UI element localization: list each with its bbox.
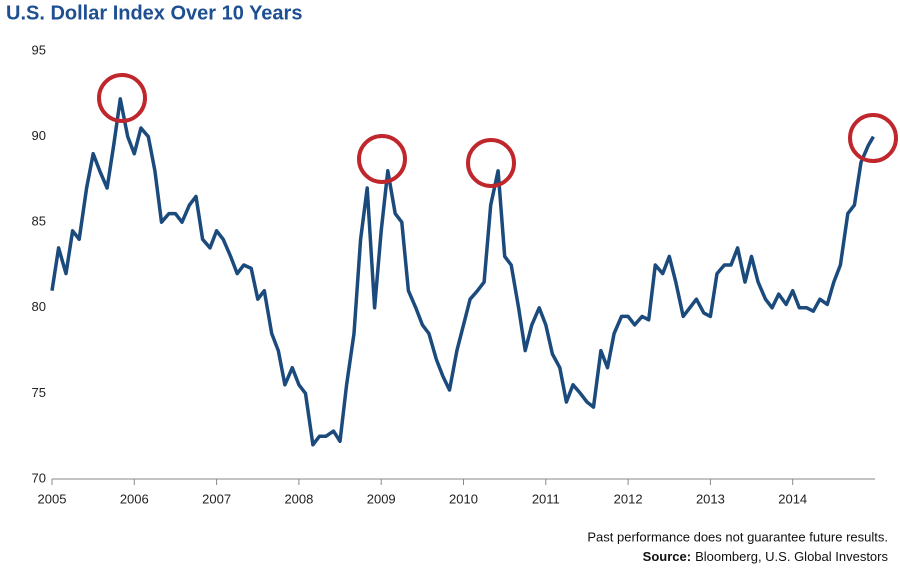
x-tick-label: 2006 — [120, 491, 149, 506]
highlight-circle — [97, 73, 147, 123]
y-tick-label: 95 — [32, 42, 46, 57]
x-tick-label: 2007 — [202, 491, 231, 506]
x-tick-label: 2011 — [532, 491, 560, 506]
note: Past performance does not guarantee futu… — [587, 529, 888, 544]
y-tick-label: 70 — [32, 470, 46, 485]
data-line — [50, 97, 875, 447]
highlight-circle — [848, 113, 898, 163]
x-tick-label: 2013 — [696, 491, 725, 506]
y-tick-label: 80 — [32, 299, 46, 314]
highlight-circle — [357, 134, 407, 184]
x-tick-label: 2010 — [449, 491, 478, 506]
y-tick-label: 90 — [32, 128, 46, 143]
y-tick-label: 85 — [32, 214, 46, 229]
highlight-circles — [97, 73, 898, 188]
x-tick-label: 2014 — [778, 491, 807, 506]
source-text: Bloomberg, U.S. Global Investors — [695, 549, 888, 564]
x-tick-label: 2008 — [284, 491, 313, 506]
x-tick-label: 2012 — [614, 491, 643, 506]
x-tick-label: 2009 — [367, 491, 396, 506]
y-tick-label: 75 — [32, 385, 46, 400]
chart-title: U.S. Dollar Index Over 10 Years — [6, 2, 302, 24]
source: Source: Bloomberg, U.S. Global Investors — [643, 549, 889, 564]
source-label: Source: — [643, 549, 691, 564]
highlight-circle — [466, 138, 516, 188]
x-tick-label: 2005 — [38, 491, 67, 506]
